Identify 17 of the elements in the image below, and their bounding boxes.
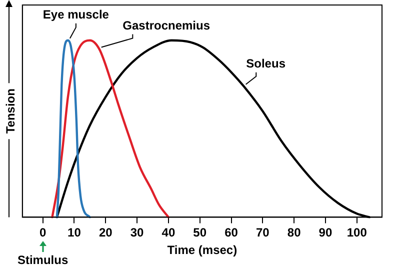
text: Gastrocnemius: [122, 18, 210, 33]
text: Stimulus: [17, 253, 68, 267]
series-label: Soleus: [246, 56, 286, 71]
x-tick-label: 80: [287, 226, 302, 240]
x-tick-label: 40: [162, 226, 176, 240]
x-tick-label: 90: [318, 226, 332, 240]
x-tick-label: 50: [193, 226, 207, 240]
x-tick-label: 10: [68, 226, 82, 240]
x-axis-title: Time (msec): [167, 243, 238, 258]
text: Eye muscle: [42, 8, 110, 22]
x-tick-label: 0: [39, 226, 46, 240]
x-tick-label: 30: [130, 226, 144, 240]
x-tick-label: 70: [256, 226, 270, 240]
x-tick-label: 20: [98, 226, 113, 240]
x-tick-label: 100: [346, 226, 368, 240]
x-tick-label: 60: [224, 226, 238, 240]
y-axis-title: Tension: [4, 88, 18, 134]
